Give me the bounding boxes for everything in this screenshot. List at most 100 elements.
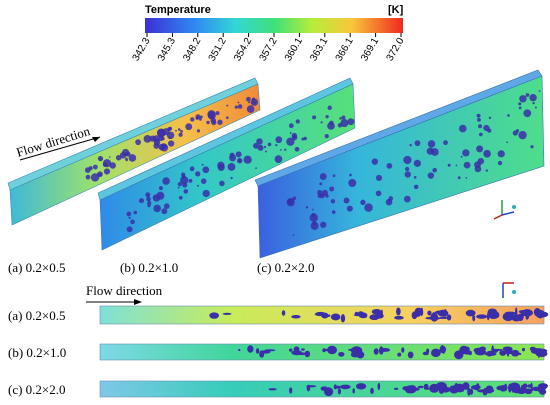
bubble (178, 132, 183, 137)
bubble (369, 314, 380, 321)
bubble (153, 204, 161, 213)
flow-arrowhead (134, 299, 142, 305)
bubble (432, 167, 437, 173)
bubble (522, 383, 528, 389)
bubble (462, 149, 470, 157)
bubble (375, 174, 383, 182)
panel-label: (a) 0.2×0.5 (8, 260, 66, 275)
bubble (330, 313, 341, 321)
colorbar-tick-label: 372.0 (385, 36, 407, 64)
bubble (234, 105, 238, 109)
bubble (317, 193, 323, 199)
bubble (268, 388, 277, 391)
bubble (90, 173, 100, 182)
bubble (515, 307, 518, 316)
bubble (189, 166, 195, 172)
bubble (518, 106, 522, 110)
bubble (476, 145, 484, 153)
bubble (427, 310, 432, 316)
bubble (246, 105, 255, 113)
bubble (286, 137, 295, 146)
bubble (401, 347, 405, 353)
bubble (319, 173, 327, 180)
bubble (519, 95, 527, 103)
bubble (138, 198, 145, 204)
bubble (527, 384, 533, 388)
bubble (485, 169, 489, 172)
bubble (455, 164, 458, 167)
bubble (217, 119, 223, 125)
bubble (476, 314, 488, 319)
bubble (199, 115, 203, 119)
bubble (507, 347, 513, 353)
bubble (288, 348, 293, 352)
bubble (201, 163, 204, 166)
bubble (147, 199, 150, 202)
bubble (310, 221, 319, 230)
colorbar-ticks: 342.3 345.3 348.2 351.2 354.2 357.2 360.1 363.1… (131, 33, 407, 63)
bubble (411, 311, 418, 320)
bubble (353, 314, 366, 317)
bubble (483, 124, 490, 132)
bubble (370, 387, 374, 394)
bubble (489, 350, 495, 353)
bubble (350, 352, 360, 358)
bubble (529, 346, 536, 351)
bubble (156, 191, 165, 200)
bubble (306, 385, 317, 388)
bubble (539, 310, 542, 319)
bubble (405, 166, 410, 172)
colorbar-tick-label: 369.1 (359, 36, 381, 64)
bubble (324, 134, 329, 139)
colorbar-tick-label: 342.3 (131, 36, 153, 64)
bubble (468, 350, 472, 356)
bubble (535, 348, 548, 354)
bubble (267, 142, 272, 147)
bubble (427, 140, 436, 148)
iso-view (7, 69, 545, 259)
bubble (153, 139, 161, 146)
colorbar (145, 18, 403, 33)
bubble (338, 351, 345, 357)
bubble (188, 178, 193, 183)
bubble (438, 387, 445, 394)
bubble (115, 154, 122, 161)
bubble (122, 148, 130, 157)
bubble (314, 312, 325, 317)
bubble (504, 311, 517, 315)
bubble (454, 350, 464, 360)
bubble (377, 382, 381, 391)
bubble (199, 118, 202, 121)
bubble (341, 115, 346, 120)
bubble (255, 348, 260, 354)
bubble (521, 347, 526, 352)
bubble (447, 163, 451, 167)
bubble (380, 309, 383, 317)
bubble (407, 385, 417, 394)
bubble (360, 199, 366, 206)
bubble (375, 190, 382, 197)
bubble (312, 115, 317, 120)
panel-label: (a) 0.2×0.5 (8, 308, 66, 323)
bubble (339, 117, 342, 120)
bubble (461, 387, 465, 392)
bubble (443, 387, 449, 393)
bubble (222, 312, 232, 315)
bubble (511, 349, 520, 357)
bubble (388, 196, 394, 201)
bubble (319, 182, 323, 186)
bubble (281, 310, 286, 316)
bubble (531, 386, 542, 392)
bubble (195, 171, 201, 177)
bubble (518, 352, 522, 356)
bubble (92, 164, 98, 170)
bubble (280, 149, 282, 151)
bubble (264, 150, 267, 153)
bubble (177, 128, 181, 131)
bubble (467, 387, 471, 396)
bubble (226, 104, 229, 107)
colorbar-title: Temperature (145, 4, 211, 16)
bubble (331, 210, 336, 214)
bubble (404, 171, 411, 178)
